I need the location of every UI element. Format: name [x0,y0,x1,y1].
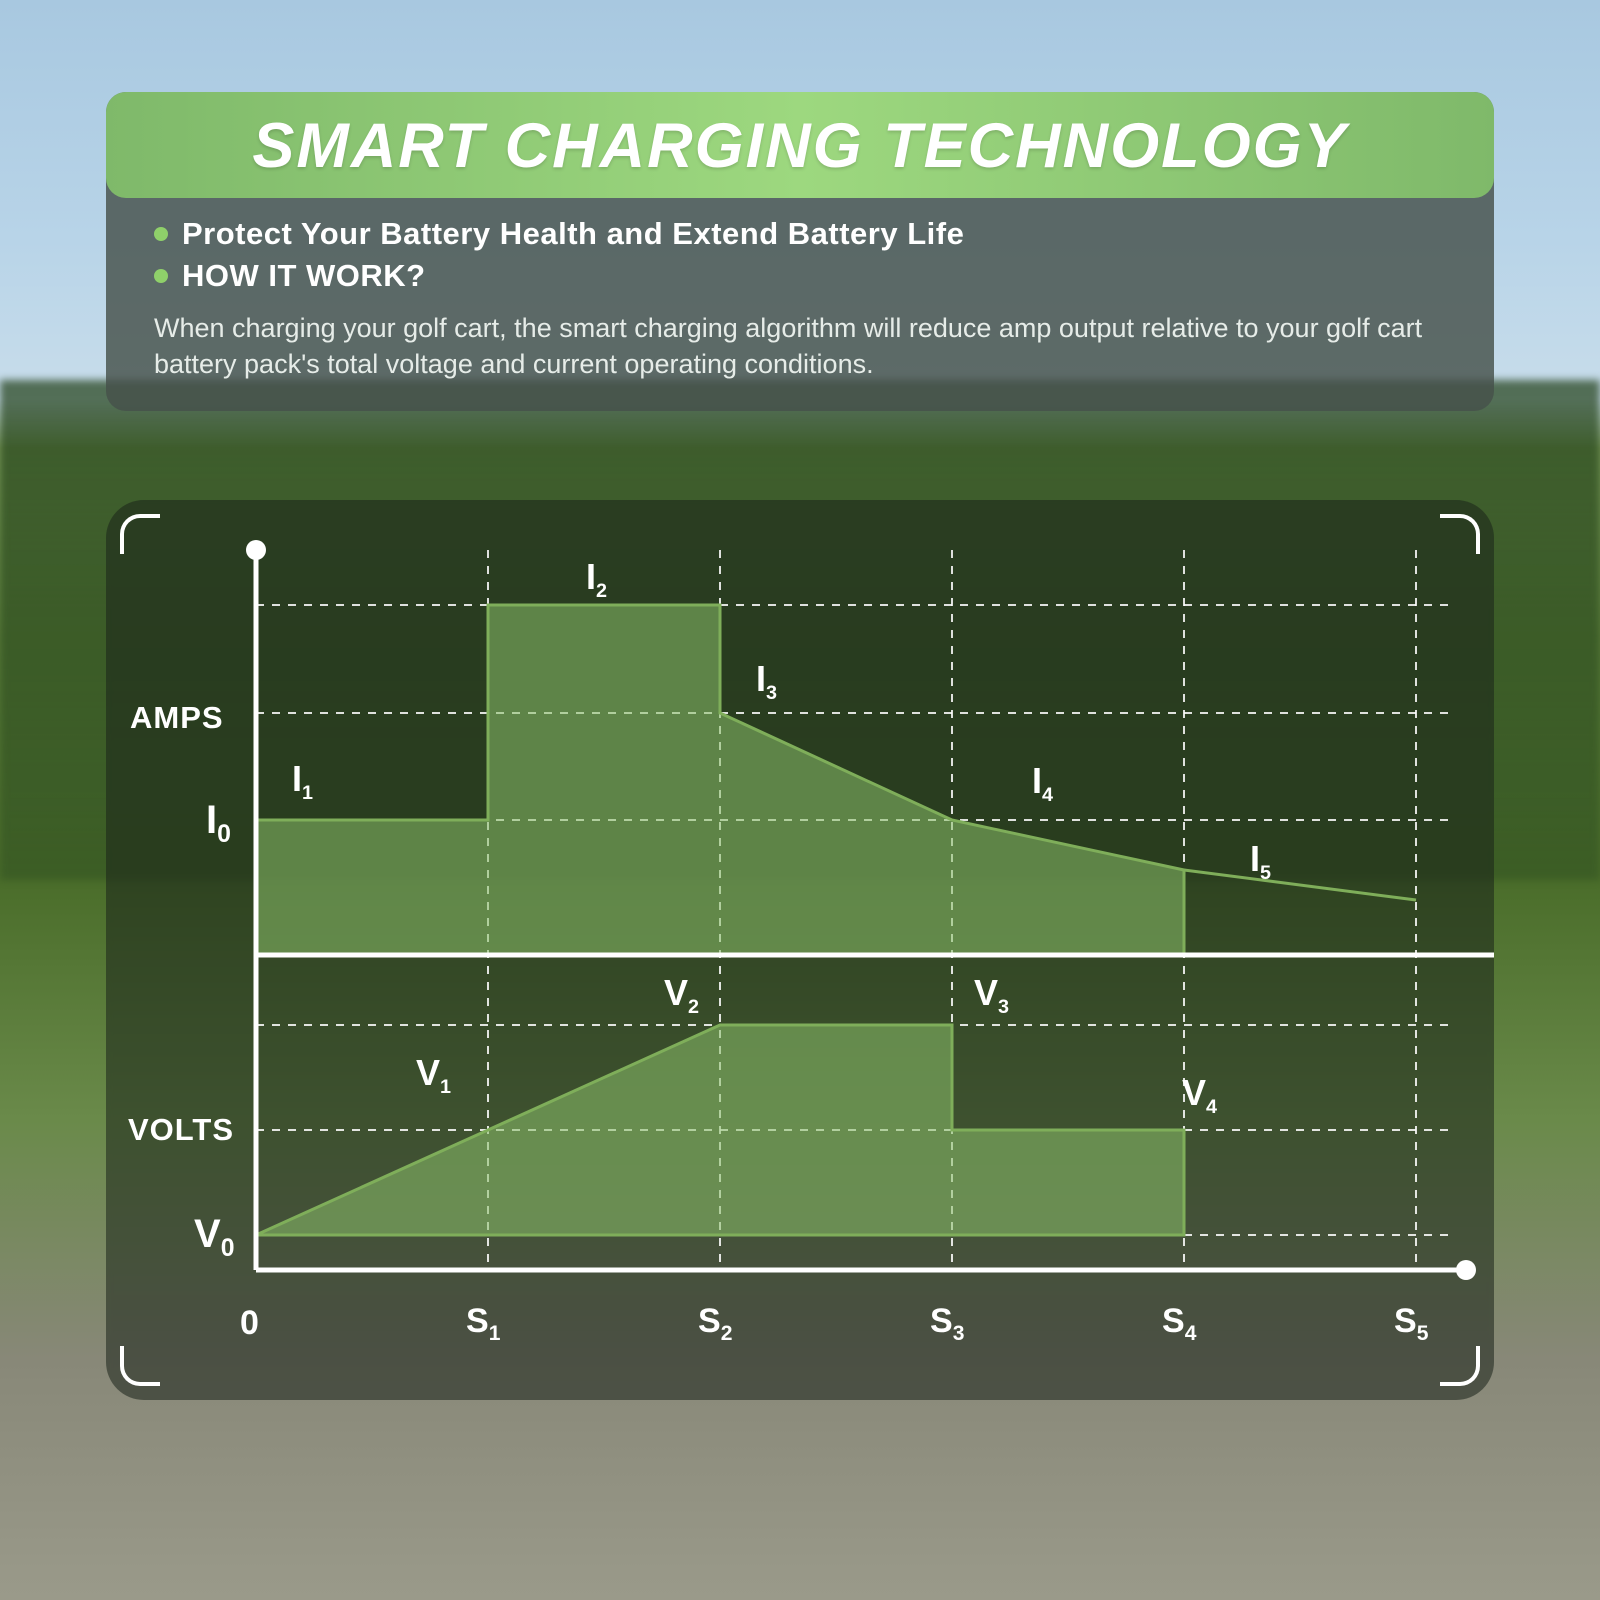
amps-point-label: I5 [1250,838,1271,885]
volts-point-label: V1 [416,1052,451,1099]
amps-point-label: I4 [1032,760,1053,807]
charging-chart [106,500,1494,1400]
x-origin-label: 0 [240,1304,259,1343]
header-panel: SMART CHARGING TECHNOLOGY Protect Your B… [106,92,1494,411]
x-stage-label: S5 [1394,1302,1428,1346]
y-axis-label-volts: VOLTS [128,1112,234,1148]
page-title: SMART CHARGING TECHNOLOGY [252,111,1347,181]
bullet-text: Protect Your Battery Health and Extend B… [182,216,964,252]
amps-point-label: I1 [292,758,313,805]
bullet-dot-icon [154,269,168,283]
volts-point-label: V4 [1182,1072,1217,1119]
amps-point-label: I3 [756,658,777,705]
volts-point-label: V2 [664,972,699,1019]
v0-label: V0 [194,1212,234,1263]
bullet-dot-icon [154,227,168,241]
title-band: SMART CHARGING TECHNOLOGY [106,92,1494,198]
x-stage-label: S3 [930,1302,964,1346]
bullet-text: HOW IT WORK? [182,258,426,294]
description-text: When charging your golf cart, the smart … [106,300,1494,383]
volts-point-label: V3 [974,972,1009,1019]
x-stage-label: S2 [698,1302,732,1346]
x-stage-label: S1 [466,1302,500,1346]
bullet-item: HOW IT WORK? [154,258,1446,294]
chart-panel: AMPS VOLTS 0 I0 V0 S1 S2 S3 S4 S5 I1 I2 … [106,500,1494,1400]
i0-label: I0 [206,798,231,849]
x-stage-label: S4 [1162,1302,1196,1346]
bullet-list: Protect Your Battery Health and Extend B… [106,198,1494,294]
bullet-item: Protect Your Battery Health and Extend B… [154,216,1446,252]
y-axis-label-amps: AMPS [130,700,224,736]
amps-point-label: I2 [586,556,607,603]
